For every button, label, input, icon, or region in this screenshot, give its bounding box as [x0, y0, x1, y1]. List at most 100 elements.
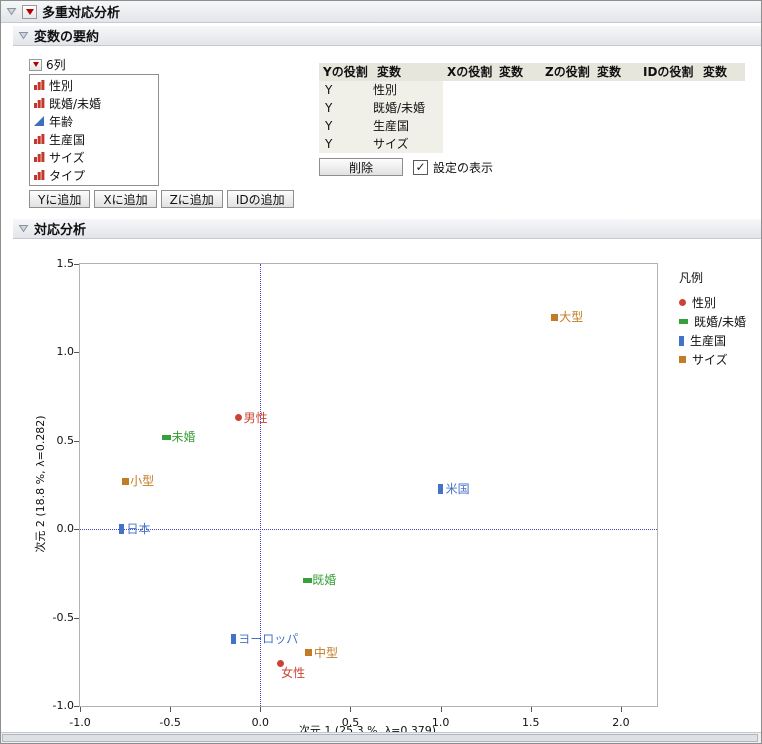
x-tick-label: 1.5 — [522, 716, 540, 729]
y-tick-label: 0.0 — [56, 522, 75, 536]
role-row[interactable]: Y サイズ — [319, 135, 443, 153]
outline-header-main: 多重対応分析 — [1, 1, 761, 23]
columns-count-row: 6列 — [29, 56, 66, 73]
nominal-icon — [34, 170, 45, 180]
add-buttons-row: Yに追加 Xに追加 Zに追加 IDの追加 — [29, 190, 294, 208]
role-row[interactable]: Y 性別 — [319, 81, 443, 99]
column-name: サイズ — [49, 150, 85, 165]
point-marker-米国[interactable] — [438, 483, 444, 494]
legend-items: 性別既婚/未婚生産国サイズ — [679, 293, 761, 369]
report-title: 多重対応分析 — [42, 6, 121, 21]
role-cell: Y — [325, 83, 333, 97]
x-tick-mark — [530, 707, 532, 712]
column-name: 性別 — [49, 78, 74, 93]
legend: 凡例 性別既婚/未婚生産国サイズ — [679, 269, 761, 369]
column-list-item[interactable]: 既婚/未婚 — [30, 94, 158, 112]
point-label-中型[interactable]: 中型 — [313, 645, 338, 660]
settings-checkbox[interactable]: ✓ — [413, 160, 428, 175]
section-title-analysis: 対応分析 — [34, 223, 87, 238]
reference-line-x0 — [260, 264, 262, 706]
point-label-米国[interactable]: 米国 — [445, 481, 470, 496]
column-list[interactable]: 性別 既婚/未婚 年齢 生産国 サイズ タイプ — [29, 74, 159, 186]
scrollbar-thumb[interactable] — [2, 734, 758, 742]
point-label-大型[interactable]: 大型 — [559, 310, 584, 325]
legend-title: 凡例 — [679, 271, 704, 285]
role-cell: Y — [325, 137, 333, 151]
point-label-既婚[interactable]: 既婚 — [312, 573, 337, 588]
legend-item-既婚/未婚[interactable]: 既婚/未婚 — [679, 312, 761, 331]
disclosure-icon[interactable] — [18, 30, 29, 41]
point-label-ヨーロッパ[interactable]: ヨーロッパ — [238, 631, 299, 646]
point-label-小型[interactable]: 小型 — [130, 474, 155, 489]
delete-button[interactable]: 削除 — [319, 158, 403, 176]
point-label-男性[interactable]: 男性 — [243, 410, 268, 425]
y-tick-mark — [74, 529, 79, 531]
horizontal-scrollbar[interactable] — [1, 732, 761, 743]
y-axis-label: 次元 2 (18.8 %, λ=0.282) — [34, 415, 47, 553]
point-marker-大型[interactable] — [550, 313, 558, 321]
roles-header-cell: 変数 — [699, 63, 745, 81]
settings-checkbox-label: 設定の表示 — [433, 161, 494, 175]
y-tick-label: 0.5 — [56, 433, 75, 447]
legend-label: 性別 — [692, 296, 717, 310]
y-tick-mark — [74, 440, 79, 442]
nominal-icon — [34, 134, 45, 144]
legend-label: 既婚/未婚 — [694, 315, 747, 329]
point-marker-日本[interactable] — [118, 524, 124, 535]
add-z-button[interactable]: Zに追加 — [160, 190, 223, 208]
column-name: 生産国 — [49, 132, 86, 147]
x-tick-mark — [260, 707, 262, 712]
point-marker-ヨーロッパ[interactable] — [230, 633, 236, 644]
roles-header-cell: IDの役割 — [639, 63, 699, 81]
role-cell: Y — [325, 119, 333, 133]
point-marker-既婚[interactable] — [302, 577, 312, 583]
red-triangle-menu-button[interactable] — [22, 4, 37, 19]
x-tick-mark — [80, 707, 81, 712]
add-y-button[interactable]: Yに追加 — [29, 190, 91, 208]
legend-label: サイズ — [692, 353, 728, 367]
point-marker-男性[interactable] — [235, 414, 243, 422]
y-tick-label: -0.5 — [52, 610, 74, 624]
point-marker-中型[interactable] — [305, 649, 313, 657]
point-label-未婚[interactable]: 未婚 — [171, 430, 196, 445]
point-marker-小型[interactable] — [121, 477, 129, 485]
nominal-icon — [34, 80, 45, 90]
column-list-item[interactable]: サイズ — [30, 148, 158, 166]
red-triangle-icon — [25, 8, 34, 15]
disclosure-icon[interactable] — [6, 6, 17, 17]
red-triangle-menu-button[interactable] — [29, 58, 42, 71]
column-list-item[interactable]: タイプ — [30, 166, 158, 184]
variable-cell: 既婚/未婚 — [373, 101, 426, 115]
column-name: タイプ — [49, 168, 86, 183]
disclosure-icon[interactable] — [18, 223, 29, 234]
legend-item-サイズ[interactable]: サイズ — [679, 350, 761, 369]
role-row[interactable]: Y 既婚/未婚 — [319, 99, 443, 117]
y-tick-mark — [74, 352, 79, 354]
y-tick-label: 1.5 — [56, 257, 75, 270]
add-id-button[interactable]: IDの追加 — [226, 190, 294, 208]
column-list-item[interactable]: 生産国 — [30, 130, 158, 148]
roles-header-cell: 変数 — [495, 63, 541, 81]
column-list-item[interactable]: 年齢 — [30, 112, 158, 130]
y-tick-mark — [74, 617, 79, 619]
x-tick-label: 1.0 — [431, 716, 450, 729]
roles-header-cell: Xの役割 — [443, 63, 495, 81]
roles-header-cell: Yの役割 — [319, 63, 373, 81]
y-tick-label: 1.0 — [56, 345, 75, 359]
point-marker-未婚[interactable] — [162, 434, 172, 440]
y-tick-label: -1.0 — [52, 699, 74, 712]
role-row[interactable]: Y 生産国 — [319, 117, 443, 135]
red-triangle-icon — [32, 62, 39, 67]
legend-item-性別[interactable]: 性別 — [679, 293, 761, 312]
point-label-日本[interactable]: 日本 — [126, 522, 151, 537]
column-list-item[interactable]: 性別 — [30, 76, 158, 94]
point-label-女性[interactable]: 女性 — [281, 665, 306, 680]
legend-item-生産国[interactable]: 生産国 — [679, 331, 761, 350]
point-marker-女性[interactable] — [276, 660, 284, 668]
column-name: 年齢 — [49, 114, 74, 129]
roles-header-cell: 変数 — [593, 63, 639, 81]
columns-count-label: 6列 — [46, 58, 66, 72]
role-cell: Y — [325, 101, 333, 115]
scatter-plot[interactable]: -1.0 -0.5 0.0 0.5 1.0 1.5 2.0 -1.0 -0.5 0.0 0.5 1.0… — [53, 257, 658, 729]
add-x-button[interactable]: Xに追加 — [94, 190, 157, 208]
